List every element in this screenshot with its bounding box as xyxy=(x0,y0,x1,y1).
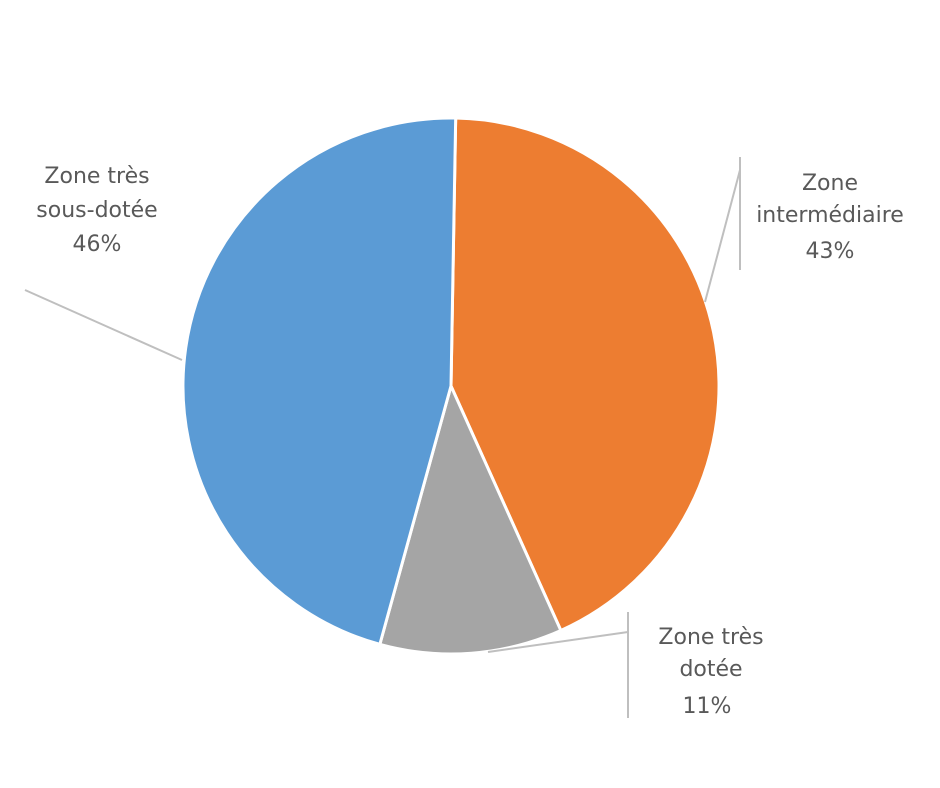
data-label-zone-tres-dotee: Zone très dotée 11% xyxy=(658,625,763,719)
leader-line-tres-dotee xyxy=(487,631,629,653)
data-label-zone-tres-sous-dotee: Zone très sous-dotée 46% xyxy=(36,164,157,257)
label-name-line-2: sous-dotée xyxy=(36,198,157,223)
label-value: 11% xyxy=(683,694,732,719)
label-value: 46% xyxy=(73,232,122,257)
label-name-line-1: Zone très xyxy=(658,625,763,650)
label-name-line-1: Zone très xyxy=(44,164,149,189)
leader-line-sous-dotee xyxy=(24,289,183,361)
label-name-line-1: Zone xyxy=(802,171,858,196)
leader-lines xyxy=(24,157,741,718)
label-name-line-2: intermédiaire xyxy=(756,203,904,228)
slice-zone-tres-dotee xyxy=(377,381,563,656)
label-value: 43% xyxy=(806,239,855,264)
data-label-zone-intermediaire: Zone intermédiaire 43% xyxy=(756,171,904,264)
leader-line-intermediaire xyxy=(704,169,741,303)
slice-zone-tres-sous-dotee xyxy=(181,116,458,647)
label-name-line-2: dotée xyxy=(679,657,742,682)
slice-zone-intermediaire xyxy=(449,116,721,633)
pie-slices xyxy=(181,116,721,656)
